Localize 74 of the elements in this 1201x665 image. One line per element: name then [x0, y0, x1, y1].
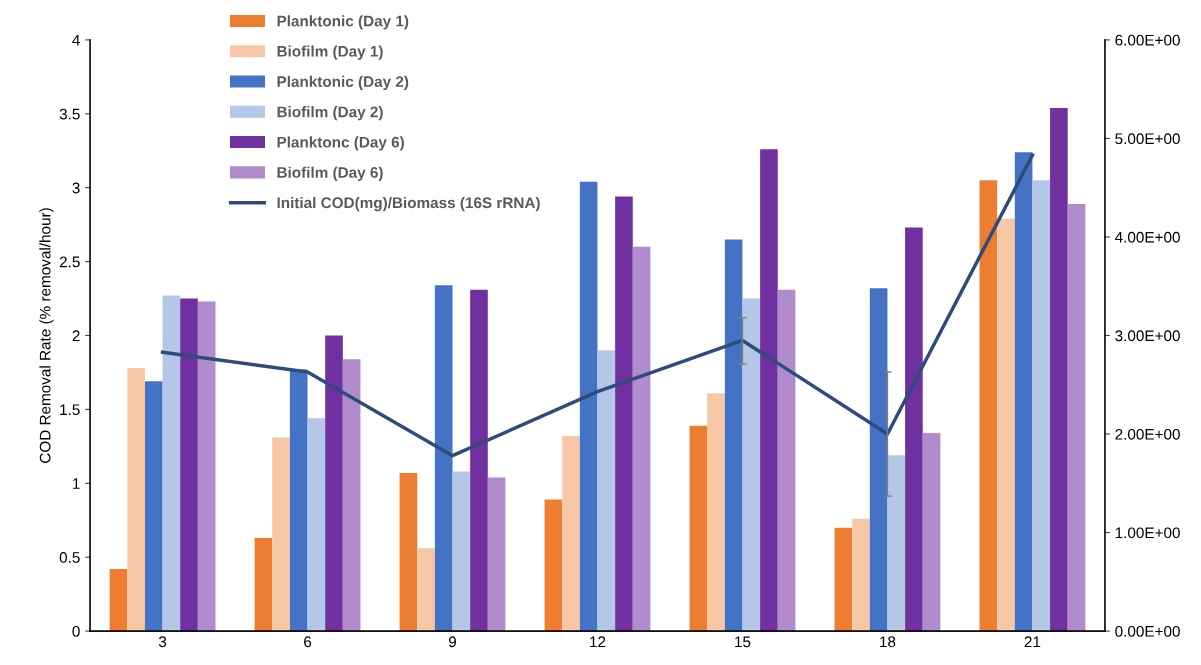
y-tick-label: 0 [72, 625, 80, 637]
y-tick-label: 2.5 [59, 256, 80, 268]
bar [342, 359, 361, 632]
x-tick-label: 9 [448, 636, 457, 648]
bar [689, 425, 708, 632]
legend-label: Planktonic (Day 1) [277, 15, 409, 30]
bar [905, 227, 923, 632]
bar [325, 335, 343, 632]
bar [852, 518, 870, 632]
bar [272, 437, 290, 632]
legend-label: Initial COD(mg)/Biomass (16S rRNA) [277, 196, 540, 212]
bar [1067, 203, 1086, 632]
x-tick-label: 21 [1024, 636, 1041, 648]
x-tick-label: 12 [590, 636, 606, 648]
legend-label: Biofilm (Day 6) [277, 166, 383, 181]
bar [127, 368, 145, 632]
legend-label: Planktonic (Day 2) [277, 75, 409, 91]
y2-tick-label: 2.00E+00 [1115, 428, 1180, 440]
bar [1032, 180, 1051, 632]
bar [887, 455, 906, 632]
y2-tick-label: 6.00E+00 [1115, 34, 1180, 46]
bar [562, 435, 580, 632]
bar [307, 418, 326, 632]
y2-tick-label: 3.00E+00 [1115, 330, 1180, 342]
bar [399, 472, 418, 632]
y-tick-label: 0.5 [59, 552, 80, 563]
legend-label: Planktonc (Day 6) [277, 136, 404, 151]
x-tick-label: 15 [735, 636, 751, 648]
line-series [160, 153, 1035, 458]
bar [109, 569, 128, 632]
bar [615, 196, 633, 632]
bar [632, 246, 651, 632]
bar [417, 548, 435, 632]
bar [144, 381, 163, 632]
bar [452, 471, 471, 632]
y-tick-label: 3 [72, 182, 80, 194]
bar [869, 288, 888, 632]
bar [724, 239, 743, 632]
bar [760, 149, 778, 632]
legend-label: Biofilm (Day 1) [277, 45, 383, 60]
legend-label: Biofilm (Day 2) [277, 106, 383, 121]
bar [707, 393, 725, 632]
bar [597, 350, 616, 632]
y-tick-label: 3.5 [59, 108, 80, 120]
y2-tick-label: 1.00E+00 [1115, 527, 1180, 539]
bar [979, 180, 998, 632]
bar [834, 527, 853, 632]
x-tick-label: 18 [880, 636, 896, 648]
bar [997, 218, 1015, 632]
y-tick-label: 2 [72, 330, 80, 342]
y-tick-label: 4 [72, 34, 80, 46]
bar [162, 295, 181, 632]
bar [922, 433, 941, 632]
y-tick-label: 1.5 [60, 404, 80, 416]
y-tick-label: 1 [73, 478, 80, 489]
x-tick-label: 6 [304, 636, 312, 648]
bar [742, 298, 761, 632]
bar [777, 289, 796, 632]
bar [180, 298, 198, 632]
bar [254, 537, 273, 632]
bar [470, 289, 488, 632]
bar [487, 477, 506, 632]
y2-tick-label: 4.00E+00 [1114, 231, 1180, 243]
y2-tick-label: 0.00E+00 [1115, 625, 1180, 637]
bar [289, 369, 308, 632]
bar [544, 499, 563, 632]
bar [197, 301, 216, 632]
bar [579, 181, 598, 632]
y2-tick-label: 5.00E+00 [1115, 133, 1180, 145]
bar [1050, 107, 1068, 632]
bar [434, 285, 453, 632]
bar [1014, 152, 1033, 632]
y-axis-title: COD Removal Rate (% removal/hour) [39, 208, 54, 463]
x-tick-label: 3 [158, 636, 167, 648]
